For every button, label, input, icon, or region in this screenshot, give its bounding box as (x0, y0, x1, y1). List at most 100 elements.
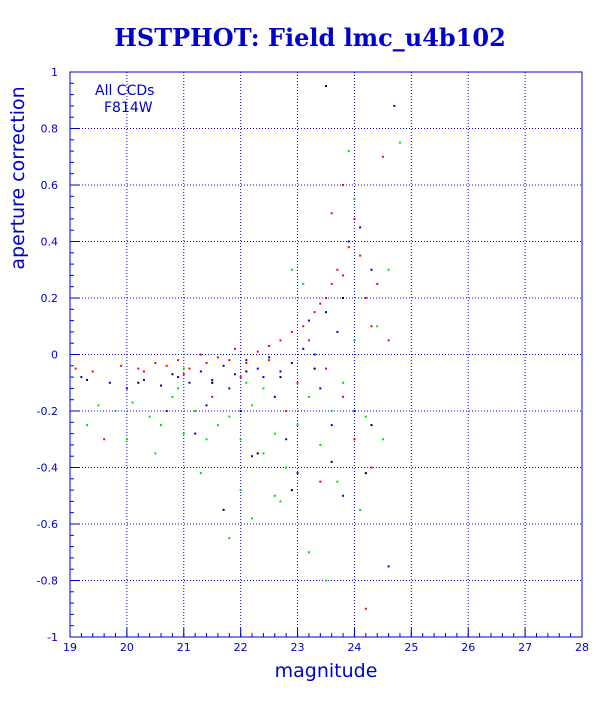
chart-title: HSTPHOT: Field lmc_u4b102 (114, 23, 506, 52)
data-point (285, 410, 288, 412)
data-point (251, 404, 254, 407)
y-tick-label: 0.6 (41, 179, 59, 192)
data-point (211, 378, 214, 381)
data-point (307, 551, 310, 554)
data-point (353, 198, 356, 201)
x-tick-label: 28 (575, 641, 589, 654)
data-point (165, 364, 168, 367)
data-point (336, 480, 339, 483)
data-point (330, 282, 333, 285)
data-point (364, 415, 367, 418)
data-point (211, 381, 214, 384)
data-point (285, 438, 288, 441)
x-tick-label: 24 (347, 641, 361, 654)
data-point (342, 184, 345, 186)
data-point (245, 359, 248, 362)
x-tick-label: 27 (518, 641, 532, 654)
data-point (148, 415, 151, 418)
x-tick-label: 22 (234, 641, 248, 654)
data-point (342, 297, 345, 299)
y-tick-label: 1 (51, 66, 58, 79)
data-point (370, 268, 373, 271)
data-point (376, 282, 379, 285)
data-point (347, 150, 350, 153)
data-point (268, 359, 271, 362)
data-point (142, 378, 145, 381)
data-point (279, 376, 282, 379)
tick-labels: 19 20 21 22 23 24 25 26 27 28 -1 -0.8 -0.6 -0.4 -0.2 0 0… (37, 66, 589, 654)
x-axis-label: magnitude (275, 660, 378, 682)
data-point (91, 370, 94, 373)
data-point (86, 424, 89, 427)
data-point (370, 466, 373, 469)
data-point (137, 381, 140, 384)
data-point (86, 378, 89, 381)
data-point (359, 254, 362, 257)
data-point (370, 325, 373, 328)
data-point (262, 387, 265, 390)
data-point (319, 302, 322, 305)
data-point (268, 356, 271, 359)
x-tick-label: 21 (177, 641, 191, 654)
data-point (342, 274, 345, 277)
x-tick-label: 23 (291, 641, 305, 654)
data-points (74, 85, 401, 610)
x-tick-label: 19 (63, 641, 77, 654)
data-point (103, 438, 106, 441)
data-point (222, 364, 225, 367)
data-point (165, 410, 168, 412)
data-point (285, 466, 288, 469)
data-point (211, 395, 214, 398)
data-point (325, 311, 327, 314)
data-point (313, 311, 316, 314)
data-point (364, 297, 367, 299)
data-point (279, 500, 282, 503)
data-point (319, 480, 322, 483)
data-point (216, 356, 219, 359)
data-point (307, 395, 310, 398)
data-point (160, 424, 163, 427)
data-point (256, 350, 259, 353)
data-point (268, 345, 271, 348)
data-point (97, 404, 100, 407)
data-point (325, 297, 327, 299)
data-point (325, 85, 327, 88)
data-point (199, 472, 202, 475)
data-point (182, 373, 185, 376)
data-point (336, 268, 339, 271)
data-point (262, 452, 265, 455)
x-tick-label: 20 (120, 641, 134, 654)
data-point (177, 359, 180, 362)
y-tick-label: 0 (51, 349, 58, 362)
data-point (131, 401, 134, 404)
data-point (228, 537, 231, 540)
data-point (347, 240, 350, 243)
data-point (205, 361, 208, 364)
y-tick-label: -1 (47, 631, 58, 644)
data-point (302, 325, 305, 328)
data-point (245, 381, 248, 384)
x-tick-label: 26 (461, 641, 475, 654)
data-point (228, 387, 231, 390)
data-point (353, 217, 356, 220)
y-tick-label: 0.2 (41, 292, 59, 305)
data-point (359, 508, 362, 511)
data-point (114, 410, 117, 412)
data-point (125, 438, 128, 441)
data-point (342, 381, 345, 384)
data-point (330, 212, 333, 215)
data-point (398, 141, 401, 144)
y-tick-label: -0.4 (37, 462, 58, 475)
data-point (307, 339, 310, 342)
data-point (359, 226, 362, 229)
data-point (273, 494, 276, 497)
data-point (199, 370, 202, 373)
data-point (251, 517, 254, 520)
data-point (233, 373, 236, 376)
data-point (387, 268, 390, 271)
data-point (228, 359, 231, 362)
data-point (256, 367, 259, 370)
data-point (279, 339, 282, 342)
data-point (325, 579, 327, 582)
y-tick-label: 0.8 (41, 123, 59, 136)
